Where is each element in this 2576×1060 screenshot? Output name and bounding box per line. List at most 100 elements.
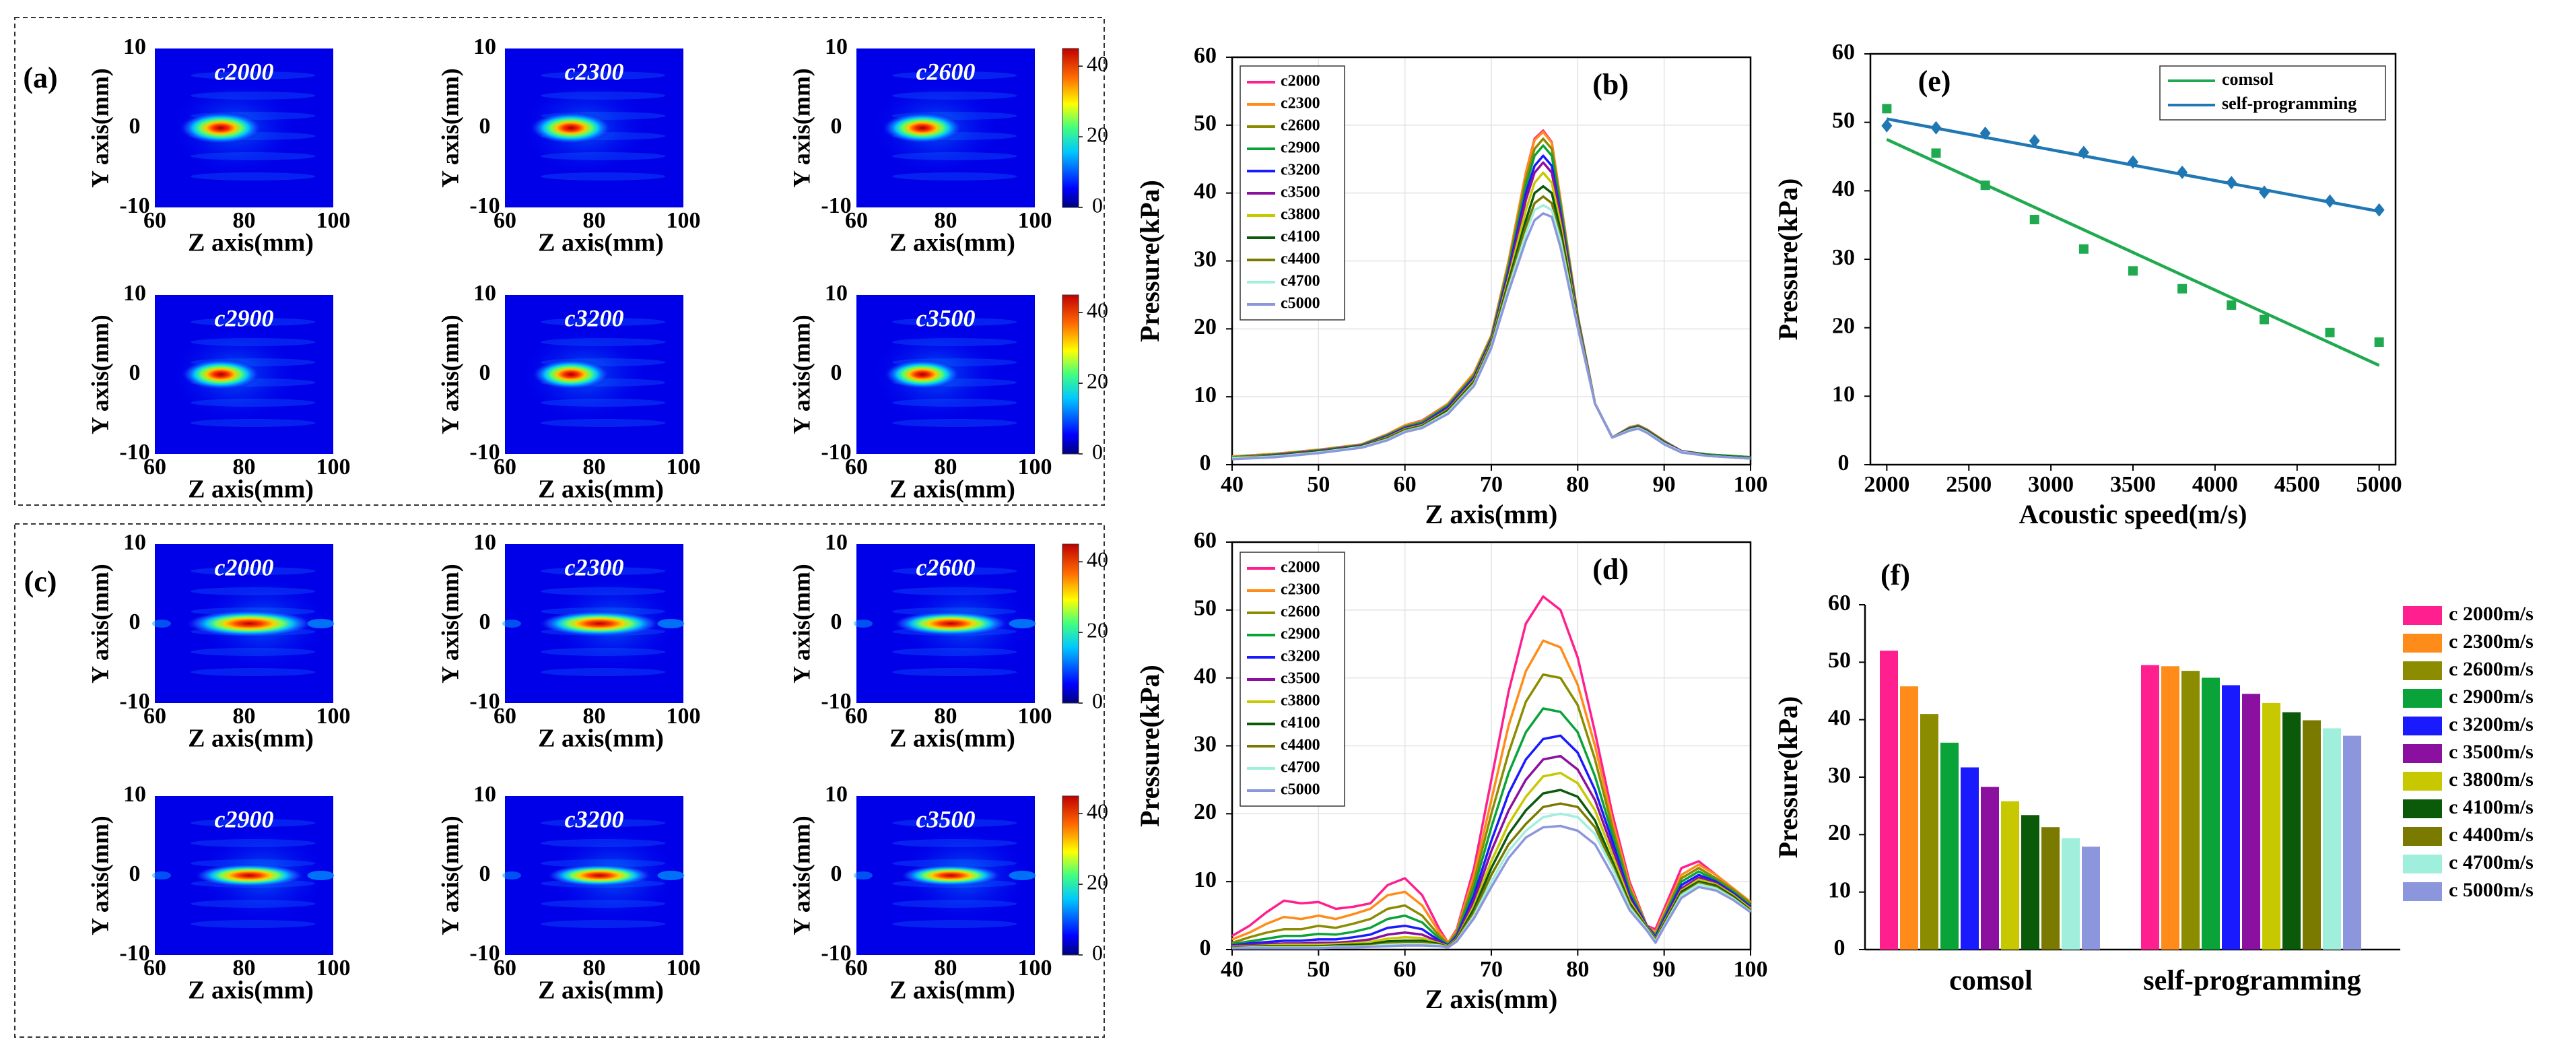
x-tick-label: 100 [667,956,701,981]
y-axis-label: Y axis(mm) [788,68,815,188]
y-tick-label: 0 [831,609,842,634]
y-tick-label: 0 [831,360,842,385]
colorbar: 0 20 40 [1062,543,1108,713]
x-axis-label: Z axis(mm) [889,725,1015,753]
heatmap-sidelobe [152,871,171,880]
y-tick-label: 50 [1194,111,1217,136]
x-tick-label: 80 [233,704,256,729]
x-tick-label: 100 [667,704,701,729]
x-tick-label: 60 [143,208,166,233]
y-tick-label: 10 [473,530,496,555]
x-axis-label: Z axis(mm) [188,475,314,504]
x-tick-label: 60 [1394,472,1417,497]
heatmap-ripple [191,668,316,676]
colorbar-tick-label: 40 [1087,799,1108,824]
x-tick-label: 60 [143,956,166,981]
x-tick-label: 70 [1480,957,1503,982]
x-tick-label: 60 [845,455,868,479]
bar-self-programming-c4700m/s [2323,728,2341,950]
legend-swatch [2403,827,2442,846]
y-tick-label: 10 [1832,382,1855,407]
y-tick-label: 30 [1194,731,1217,756]
heatmap-focus [194,863,305,888]
legend-swatch [2403,855,2442,873]
legend-swatch [2403,882,2442,901]
legend-swatch [2403,689,2442,708]
y-tick-label: 50 [1832,108,1855,133]
x-tick-label: 50 [1307,957,1330,982]
heatmap-title: c2000 [215,554,274,581]
chart-e: 0 10 20 30 40 50 60 2000 2500 3000 3500 4000 4500 500… [1773,40,2402,529]
heatmap-title: c2300 [565,58,624,85]
x-tick-label: 100 [667,455,701,479]
legend-label: c3200 [1281,648,1320,665]
y-tick-label: 30 [1832,245,1855,270]
bar-self-programming-c4100m/s [2282,712,2301,950]
legend-label: c2600 [1281,117,1320,135]
x-tick-label: 80 [583,956,606,981]
legend-label: self-programming [2222,94,2357,113]
y-tick-label: -10 [119,689,149,714]
y-tick-label: 60 [1194,528,1217,553]
y-tick-label: 10 [825,281,848,306]
colorbar-tick-label: 40 [1087,548,1108,572]
y-tick-label: 0 [479,861,491,886]
dashed-frame [14,17,1105,506]
y-tick-label: 20 [1194,314,1217,339]
x-tick-label: 100 [1018,455,1052,479]
colorbar-tick-label: 0 [1092,688,1103,713]
legend-box [2159,65,2386,121]
x-axis-label: Z axis(mm) [538,475,664,504]
x-tick-label: 70 [1480,472,1503,497]
scatter-point [2259,185,2270,199]
x-tick-label: 60 [494,455,516,479]
x-axis-label: Z axis(mm) [889,976,1015,1005]
series-line-c2300 [1231,639,1752,944]
y-tick-label: 30 [1194,246,1217,271]
heatmap-title: c3500 [916,805,976,832]
heatmap-title: c2600 [916,554,976,581]
x-tick-label: 5000 [2357,472,2402,497]
heatmap-title: c2900 [215,304,274,331]
scatter-point [2128,266,2138,276]
bar-comsol-c2300m/s [1900,686,1918,950]
x-tick-label: 60 [845,208,868,233]
scatter-point [2374,337,2384,347]
legend-label: c 5000m/s [2449,879,2534,901]
legend-label: c3800 [1281,206,1320,224]
x-tick-label: 80 [1566,472,1589,497]
heatmap-ripple [892,920,1017,928]
colorbar: 0 20 40 [1062,795,1108,964]
bar-comsol-c2600m/s [1920,714,1938,950]
heatmap-focus [893,611,1009,636]
y-tick-label: 0 [129,861,141,886]
colorbar-tick-label: 0 [1092,193,1103,217]
y-tick-label: 10 [123,34,146,59]
x-tick-label: 80 [935,208,957,233]
x-tick-label: 90 [1653,957,1676,982]
heatmap-focus [900,865,1003,886]
y-tick-label: -10 [469,689,500,714]
legend-swatch [2403,799,2442,818]
colorbar-gradient [1062,543,1079,704]
scatter-point [1979,126,1991,140]
heatmap-ripple [191,819,316,827]
legend-label: c4700 [1281,759,1320,776]
legend-swatch [2403,744,2442,763]
fit-line-comsol [1886,138,2380,367]
scatter-point [2325,327,2335,337]
panel-label: (e) [1918,65,1951,98]
y-tick-label: 10 [825,34,848,59]
bar-self-programming-c2000m/s [2141,665,2159,950]
heatmap-sidelobe [502,871,521,880]
x-tick-label: 80 [1566,957,1589,982]
heatmap-focus [882,112,963,144]
panel-label: (b) [1592,68,1629,101]
heatmap-ripple [541,567,666,575]
x-tick-label: 80 [935,455,957,479]
